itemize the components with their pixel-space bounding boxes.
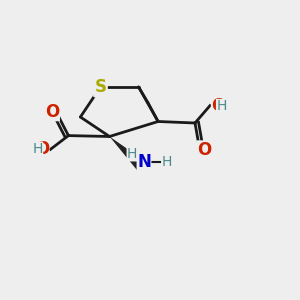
Text: H: H [33,142,43,156]
Text: H: H [127,147,137,161]
Text: O: O [45,103,59,121]
Text: O: O [197,141,211,159]
Text: H: H [216,99,226,113]
Text: S: S [94,78,106,96]
Text: N: N [137,153,151,171]
Text: H: H [161,155,172,169]
Text: O: O [35,140,49,158]
Text: O: O [212,97,226,115]
Polygon shape [110,136,145,170]
